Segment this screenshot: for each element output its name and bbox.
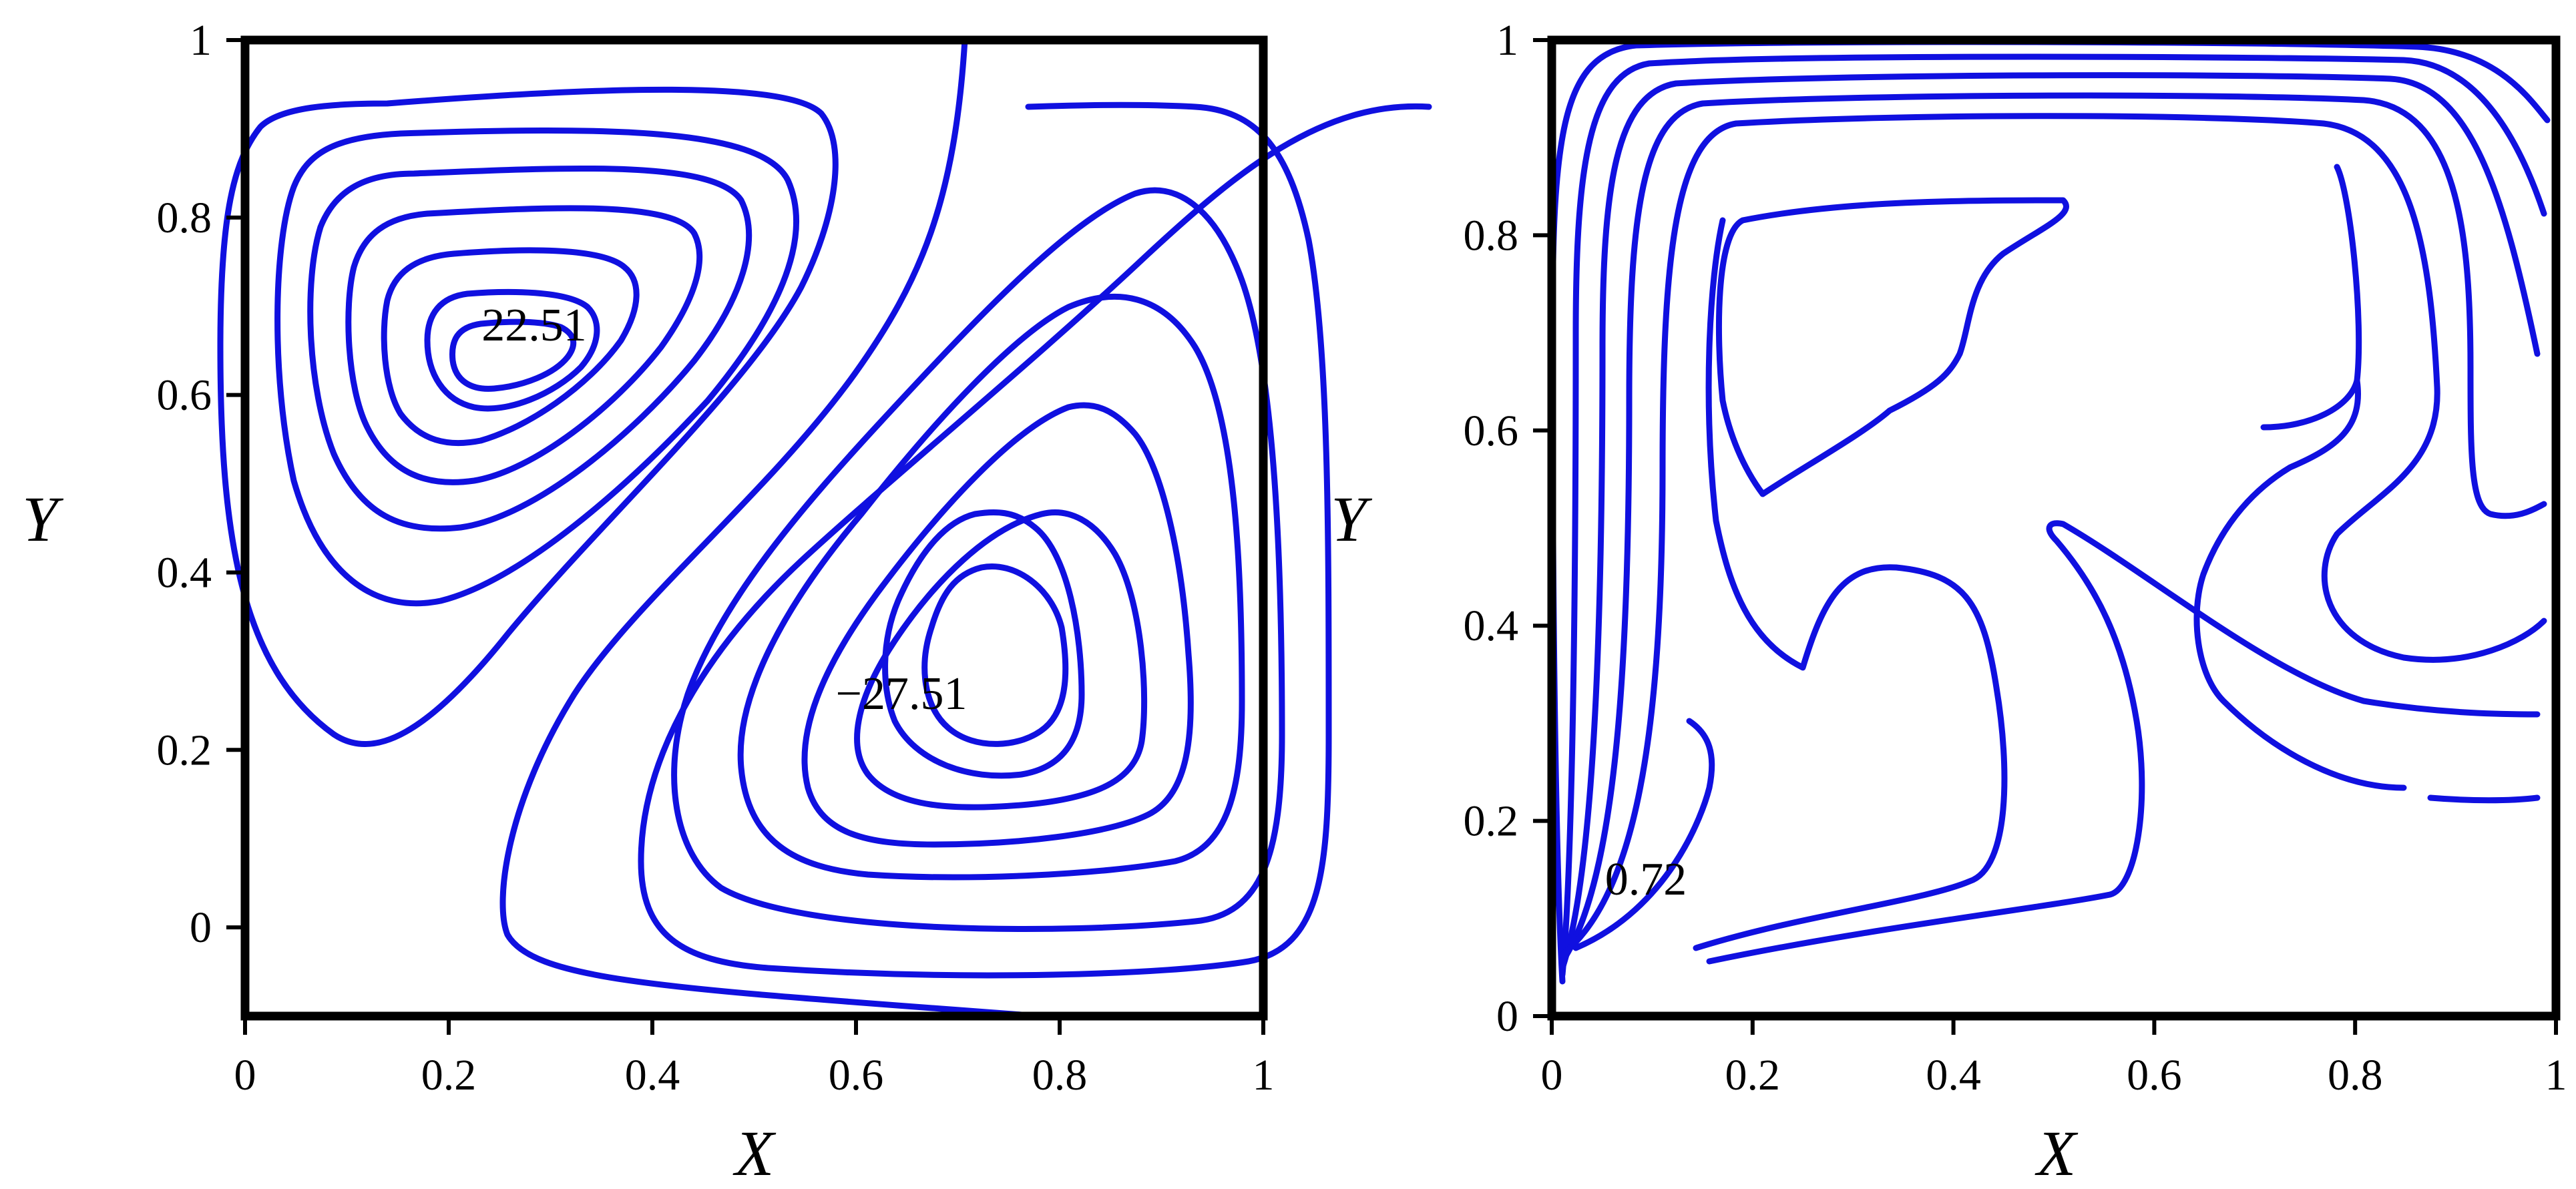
right-x-tick-label: 0.2 [1725, 1051, 1781, 1100]
left-y-tick-label: 0.8 [157, 194, 212, 242]
left-x-tick-label: 0.4 [625, 1051, 680, 1100]
left-x-tick-label: 0 [234, 1051, 256, 1100]
left-y-tick-label: 0.4 [157, 548, 212, 597]
left-x-tick-label: 0.2 [421, 1051, 477, 1100]
right-isoline [1693, 217, 2008, 951]
right-isoline [1559, 113, 2547, 958]
left-y-tick-label: 1 [190, 16, 212, 65]
left-vortex-contour [274, 127, 799, 607]
left-y-tick-label: 0 [190, 903, 212, 952]
right-y-tick-label: 0 [1496, 992, 1518, 1041]
left-x-tick-label: 0.8 [1032, 1051, 1088, 1100]
left-y-tick-label: 0.6 [157, 371, 212, 420]
right-isoline [2427, 794, 2541, 804]
right-isoline [1559, 53, 2547, 978]
left-contours [217, 37, 1432, 1018]
left-vortex-contour [449, 318, 577, 392]
right-y-tick-label: 0.8 [1464, 211, 1519, 260]
right-y-tick-label: 0.2 [1464, 797, 1519, 846]
right-isoline [2193, 377, 2407, 791]
left-vortex-contour [217, 86, 839, 747]
left-y-tick-label: 0.2 [157, 726, 212, 774]
left-annotation-negative: −27.51 [836, 668, 968, 720]
left-ticks: 0 0.2 0.4 0.6 0.8 1 0 0.2 0.4 0.6 0.8 1 [157, 16, 1275, 1100]
right-isoline [1706, 520, 2541, 965]
right-x-tick-label: 1 [2545, 1051, 2567, 1100]
right-isoline [1715, 197, 2069, 497]
right-y-tick-label: 0.4 [1464, 602, 1519, 650]
right-isoline [1559, 92, 2547, 965]
left-x-axis-label: X [732, 1118, 777, 1189]
right-isoline [2260, 164, 2362, 431]
right-vortex-contour [671, 187, 1285, 932]
left-vortex-contour [381, 247, 640, 447]
left-vortex-contour [424, 288, 600, 412]
right-vortex-contour [882, 509, 1085, 779]
left-annotation-positive: 22.51 [481, 300, 587, 351]
right-x-tick-label: 0.6 [2127, 1051, 2182, 1100]
right-x-tick-label: 0.8 [2328, 1051, 2383, 1100]
right-y-tick-label: 0.6 [1464, 407, 1519, 455]
left-x-tick-label: 0.6 [829, 1051, 884, 1100]
right-isoline [1559, 72, 2541, 971]
right-y-tick-label: 1 [1496, 16, 1518, 65]
right-contour-plot: 0 0.2 0.4 0.6 0.8 1 0 0.2 0.4 0.6 0.8 1 X Y 0.72 [1331, 16, 2567, 1189]
left-x-tick-label: 1 [1253, 1051, 1275, 1100]
right-vortex-contour [638, 101, 1432, 979]
right-x-axis-label: X [2034, 1118, 2079, 1189]
right-ticks: 0 0.2 0.4 0.6 0.8 1 0 0.2 0.4 0.6 0.8 1 [1464, 16, 2567, 1100]
right-x-tick-label: 0.4 [1926, 1051, 1981, 1100]
left-vortex-contour [307, 165, 752, 532]
left-y-axis-label: Y [22, 483, 63, 555]
right-vortex-contour [854, 509, 1148, 810]
right-contours [1549, 39, 2551, 985]
right-vortex-contour [921, 563, 1069, 747]
left-separatrix-contour [499, 37, 1025, 1018]
right-vortex-contour [801, 402, 1194, 848]
left-contour-plot: 0 0.2 0.4 0.6 0.8 1 0 0.2 0.4 0.6 0.8 1 X Y 22.51 −… [22, 16, 1432, 1189]
right-vortex-contour [737, 294, 1245, 881]
right-isoline [1572, 718, 1715, 951]
right-y-axis-label: Y [1331, 483, 1372, 555]
right-annotation: 0.72 [1605, 854, 1687, 905]
right-x-tick-label: 0 [1541, 1051, 1563, 1100]
left-vortex-contour [345, 205, 703, 485]
